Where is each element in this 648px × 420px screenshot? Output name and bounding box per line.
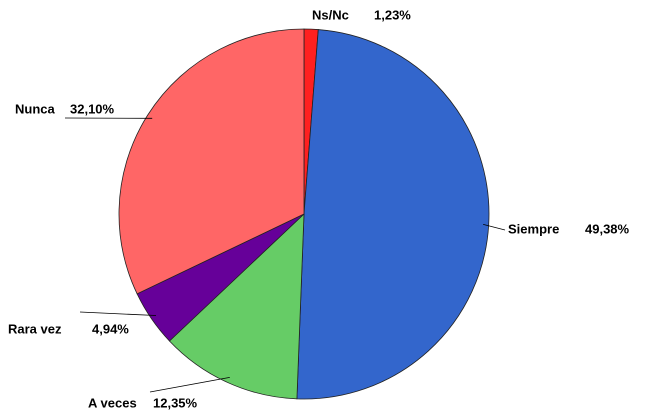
slice-label: A veces [88, 395, 137, 410]
slice-value-label: 4,94% [92, 321, 129, 336]
slice-value-label: 32,10% [70, 101, 115, 116]
leader-line [80, 312, 156, 316]
slice-label: Siempre [508, 221, 559, 236]
slice-label: Nunca [15, 101, 56, 116]
pie-slice [297, 30, 489, 399]
leader-line [150, 377, 230, 392]
slice-value-label: 12,35% [153, 395, 198, 410]
slice-value-label: 49,38% [585, 221, 630, 236]
slice-label: Rara vez [8, 321, 62, 336]
slice-label: Ns/Nc [312, 7, 349, 22]
slice-value-label: 1,23% [374, 7, 411, 22]
